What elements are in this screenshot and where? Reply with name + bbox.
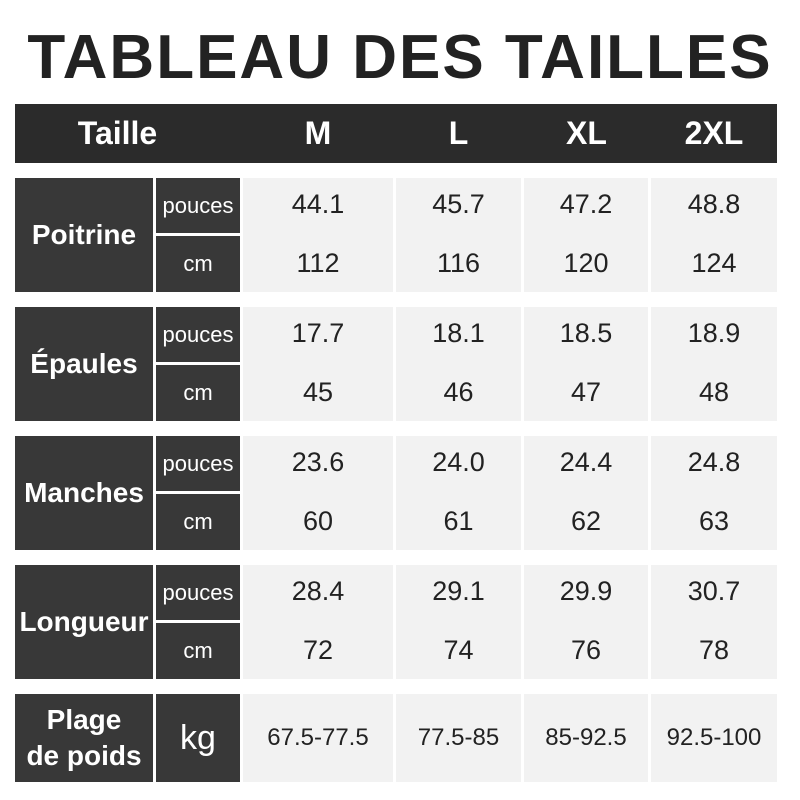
data-cell: 30.7 78	[651, 565, 777, 679]
value-inches: 44.1	[291, 189, 345, 219]
data-cell: 23.6 60	[243, 436, 393, 550]
unit-cm: cm	[156, 236, 240, 292]
value-cm: 78	[698, 635, 730, 665]
value-inches: 18.1	[432, 318, 485, 348]
unit-cm: cm	[156, 365, 240, 421]
value-cm: 74	[443, 635, 474, 665]
value-cm: 45	[302, 377, 334, 407]
value-cm: 120	[563, 248, 609, 278]
value-cm: 46	[443, 377, 474, 407]
value-cm: 48	[698, 377, 730, 407]
value-inches: 45.7	[432, 189, 485, 219]
value-cm: 63	[698, 506, 730, 536]
data-cell: 17.7 45	[243, 307, 393, 421]
value-cm: 116	[436, 248, 481, 278]
weight-label-line1: Plage	[46, 704, 122, 735]
weight-label: Plage de poids	[15, 694, 153, 782]
data-cell: 48.8 124	[651, 178, 777, 292]
value-cm: 124	[691, 248, 737, 278]
unit-inches: pouces	[156, 307, 240, 362]
value-inches: 28.4	[291, 576, 345, 606]
page-title: TABLEAU DES TAILLES	[27, 23, 773, 92]
weight-value: 67.5-77.5	[243, 694, 393, 782]
data-cell: 24.4 62	[524, 436, 648, 550]
weight-value: 92.5-100	[651, 694, 777, 782]
value-inches: 24.0	[432, 447, 485, 477]
data-cell: 28.4 72	[243, 565, 393, 679]
value-inches: 24.8	[687, 447, 741, 477]
header-size-m: M	[304, 115, 332, 151]
data-cell: 29.9 76	[524, 565, 648, 679]
value-cm: 62	[570, 506, 602, 536]
table-header: Taille M L XL 2XL	[15, 104, 777, 163]
value-cm: 61	[443, 506, 474, 536]
value-cm: 112	[296, 248, 340, 278]
unit-inches: pouces	[156, 565, 240, 620]
value-inches: 29.1	[432, 576, 485, 606]
value-cm: 47	[570, 377, 602, 407]
unit-inches: pouces	[156, 178, 240, 233]
data-cell: 44.1 112	[243, 178, 393, 292]
value-cm: 60	[302, 506, 334, 536]
data-cell: 29.1 74	[396, 565, 521, 679]
header-size-2xl: 2XL	[684, 115, 744, 151]
value-inches: 47.2	[559, 189, 613, 219]
value-inches: 24.4	[559, 447, 613, 477]
value-inches: 18.5	[559, 318, 613, 348]
data-cell: 24.8 63	[651, 436, 777, 550]
data-cell: 18.1 46	[396, 307, 521, 421]
unit-inches: pouces	[156, 436, 240, 491]
weight-value: 77.5-85	[396, 694, 521, 782]
value-cm: 72	[302, 635, 334, 665]
data-cell: 18.9 48	[651, 307, 777, 421]
unit-cm: cm	[156, 623, 240, 679]
value-inches: 23.6	[291, 447, 345, 477]
value-cm: 76	[570, 635, 602, 665]
data-cell: 47.2 120	[524, 178, 648, 292]
header-size-xl: XL	[566, 115, 607, 151]
value-inches: 48.8	[687, 189, 741, 219]
data-cell: 24.0 61	[396, 436, 521, 550]
weight-value: 85-92.5	[524, 694, 648, 782]
weight-unit: kg	[156, 694, 240, 782]
value-inches: 29.9	[559, 576, 613, 606]
header-size-l: L	[448, 115, 469, 151]
data-cell: 18.5 47	[524, 307, 648, 421]
row-label: Épaules	[15, 307, 153, 421]
value-inches: 18.9	[687, 318, 741, 348]
row-label: Manches	[15, 436, 153, 550]
header-size-label: Taille	[77, 115, 158, 151]
value-inches: 17.7	[291, 318, 345, 348]
unit-cm: cm	[156, 494, 240, 550]
weight-label-line2: de poids	[26, 740, 142, 771]
row-label: Longueur	[15, 565, 153, 679]
row-label: Poitrine	[15, 178, 153, 292]
data-cell: 45.7 116	[396, 178, 521, 292]
value-inches: 30.7	[687, 576, 741, 606]
